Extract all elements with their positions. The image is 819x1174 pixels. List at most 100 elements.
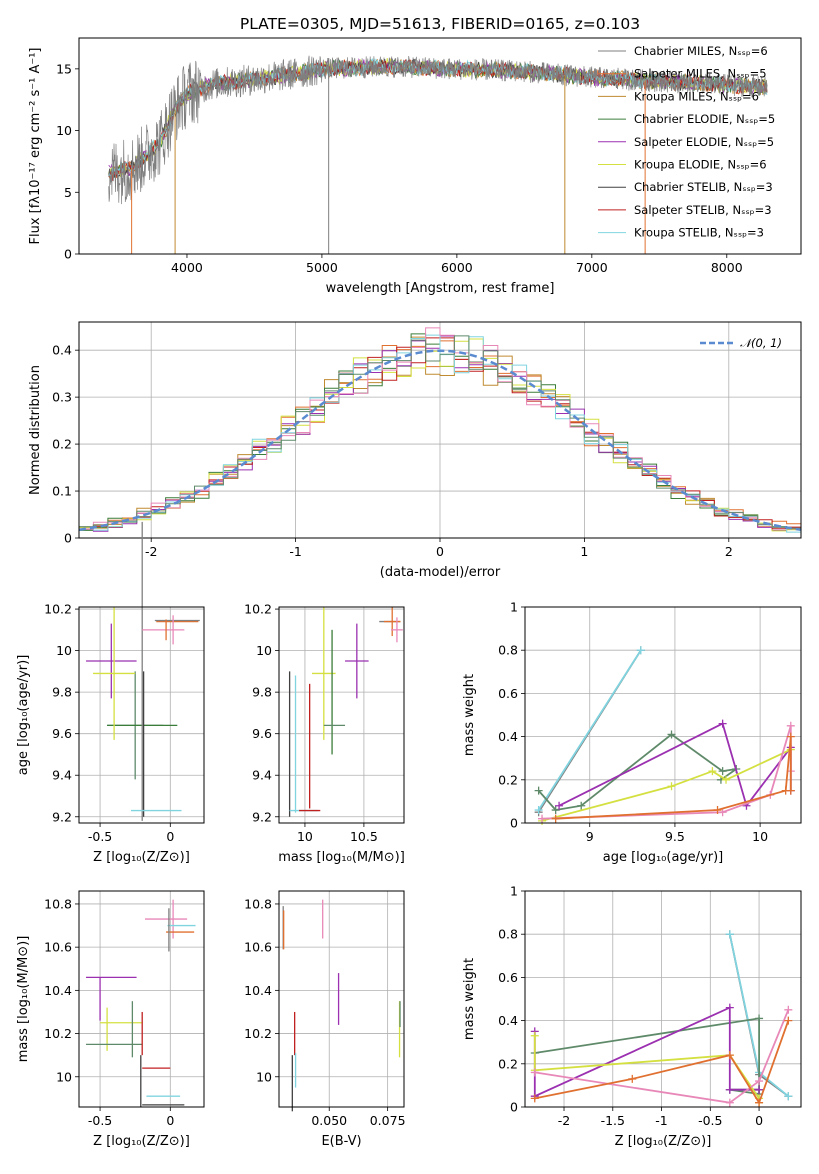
x-tick-label: 9 [586, 829, 594, 844]
legend-entry: Kroupa STELIB, Nₛₛₚ=3 [634, 226, 764, 240]
mass-weight-point [530, 1094, 539, 1103]
mass-weight-point [538, 814, 547, 823]
mass_vs_ebv-panel: 0.050 0.075 10 10.2 10.4 10.6 10.8 E(B-V) [244, 890, 406, 1149]
y-tick-label: 9.6 [252, 726, 272, 741]
mass_vs_Z-panel: -0.5 0 10 10.2 10.4 10.6 10.8 Z [log₁₀(Z/Z⊙)] ma… [16, 890, 205, 1149]
y-tick-label: 0.4 [498, 729, 518, 744]
legend-entry: Kroupa MILES, Nₛₛₚ=6 [634, 89, 759, 103]
y-tick-label: 10 [256, 643, 272, 658]
y-tick-label: 10.2 [44, 1026, 72, 1041]
x-tick-label: 6000 [441, 260, 473, 275]
y-tick-label: 10.8 [244, 896, 272, 911]
mass-weight-point [755, 1098, 764, 1107]
y-tick-label: 10 [56, 123, 72, 138]
x-axis-label: wavelength [Angstrom, rest frame] [326, 281, 555, 296]
y-axis-label: Flux [fλ10⁻¹⁷ erg cm⁻² s⁻¹ A⁻¹] [28, 48, 43, 245]
y-tick-label: 10.2 [244, 1026, 272, 1041]
massweight_vs_Z-axes-frame [524, 890, 802, 1108]
x-tick-label: -1 [289, 544, 301, 559]
y-tick-label: 10.2 [44, 602, 72, 617]
y-tick-label: 0.8 [498, 643, 518, 658]
y-tick-label: 0.3 [52, 390, 72, 405]
y-tick-label: 15 [56, 61, 72, 76]
y-tick-label: 0.4 [498, 1013, 518, 1028]
mass-weight-point [708, 767, 717, 776]
observed-spectrum-line [108, 55, 768, 205]
mass-weight-point [755, 1014, 764, 1023]
x-tick-label: 10 [297, 829, 313, 844]
y-tick-label: 0.4 [52, 343, 72, 358]
mass-weight-point [667, 782, 676, 791]
x-tick-label: -0.5 [88, 1113, 112, 1128]
y-tick-label: 10.2 [244, 602, 272, 617]
x-tick-label: 7000 [576, 260, 608, 275]
x-tick-label: 0.050 [311, 1113, 347, 1128]
y-tick-label: 0 [64, 247, 72, 262]
y-tick-label: 10 [56, 1069, 72, 1084]
massweight_vs_age-panel: 9 9.5 10 0 0.2 0.4 0.6 0.8 1 age [log₁₀(age/yr)] m… [462, 600, 802, 865]
x-tick-label: -1 [655, 1113, 667, 1128]
legend-entry: Chabrier ELODIE, Nₛₛₚ=5 [634, 112, 775, 126]
y-tick-label: 10.8 [44, 896, 72, 911]
age_vs_mass-axes-frame [278, 606, 405, 824]
mass-weight-point [530, 1068, 539, 1077]
gaussian-curve [78, 349, 802, 532]
massweight_vs_age-axes-frame [524, 606, 802, 824]
y-axis-label: age [log₁₀(age/yr)] [16, 655, 31, 776]
mass-weight-point [713, 806, 722, 815]
mass-weight-point [530, 1031, 539, 1040]
massweight_vs_Z-panel: -2 -1.5 -1 -0.5 0 0 0.2 0.4 0.6 0.8 1 Z [log₁₀(Z/Z⊙… [462, 884, 802, 1149]
mass-weight-point [784, 1005, 793, 1014]
legend-entry: Chabrier STELIB, Nₛₛₚ=3 [634, 180, 773, 194]
y-tick-label: 10.6 [244, 940, 272, 955]
mass-weight-point [722, 775, 731, 784]
mass-weight-point [725, 1003, 734, 1012]
x-axis-label: age [log₁₀(age/yr)] [603, 850, 724, 865]
mass-weight-point [534, 786, 543, 795]
mass-weight-series-line [537, 733, 737, 811]
y-axis-label: mass weight [462, 958, 477, 1040]
x-tick-label: -2 [558, 1113, 570, 1128]
y-tick-label: 9.8 [52, 685, 72, 700]
age_vs_Z-axes-frame [78, 606, 205, 824]
legend-entry: Salpeter ELODIE, Nₛₛₚ=5 [634, 135, 774, 149]
mass-weight-point [551, 814, 560, 823]
y-tick-label: 10.4 [44, 983, 72, 998]
y-tick-label: 0.2 [52, 437, 72, 452]
x-tick-label: 1 [580, 544, 588, 559]
age_vs_mass-panel: 10 10.5 9.2 9.4 9.6 9.8 10 10.2 mass [log₁₀(M/M⊙… [244, 602, 405, 865]
x-axis-label: (data-model)/error [380, 565, 501, 580]
x-axis-label: Z [log₁₀(Z/Z⊙)] [615, 1134, 712, 1149]
mass-weight-series-line [541, 725, 792, 820]
mass-weight-point [534, 806, 543, 815]
mass-weight-point [725, 1098, 734, 1107]
mass-weight-point [718, 767, 727, 776]
y-tick-label: 0.6 [498, 970, 518, 985]
x-axis-label: Z [log₁₀(Z/Z⊙)] [93, 850, 190, 865]
x-axis-label: mass [log₁₀(M/M⊙)] [278, 850, 405, 865]
mass-weight-point [725, 1051, 734, 1060]
x-tick-label: 10 [752, 829, 768, 844]
residuals-panel: -2 -1 0 1 2 0 0.1 0.2 0.3 0.4 𝒩(0, 1) (data-model)/… [28, 321, 802, 580]
x-tick-label: 4000 [171, 260, 203, 275]
age_vs_Z-panel: -0.5 0 9.2 9.4 9.6 9.8 10 10.2 Z [log₁₀(Z/Z⊙)] ag… [16, 521, 205, 865]
y-tick-label: 5 [64, 185, 72, 200]
y-tick-label: 0 [510, 816, 518, 831]
y-tick-label: 9.2 [252, 809, 272, 824]
x-tick-label: 9.5 [665, 829, 685, 844]
mass-weight-point [667, 730, 676, 739]
legend-entry: Salpeter MILES, Nₛₛₚ=5 [634, 67, 767, 81]
y-tick-label: 9.2 [52, 809, 72, 824]
mass-weight-point [755, 1077, 764, 1086]
x-tick-label: 10.5 [350, 829, 378, 844]
y-axis-label: mass weight [462, 674, 477, 756]
y-tick-label: 9.6 [52, 726, 72, 741]
y-tick-label: 0.6 [498, 686, 518, 701]
x-axis-label: Z [log₁₀(Z/Z⊙)] [93, 1134, 190, 1149]
mass-weight-point [636, 646, 645, 655]
y-tick-label: 9.4 [52, 768, 72, 783]
spectrum-axes-frame [78, 37, 802, 255]
x-tick-label: 0 [166, 1113, 174, 1128]
mass-weight-point [718, 808, 727, 817]
y-axis-label: Normed distribution [28, 365, 43, 495]
